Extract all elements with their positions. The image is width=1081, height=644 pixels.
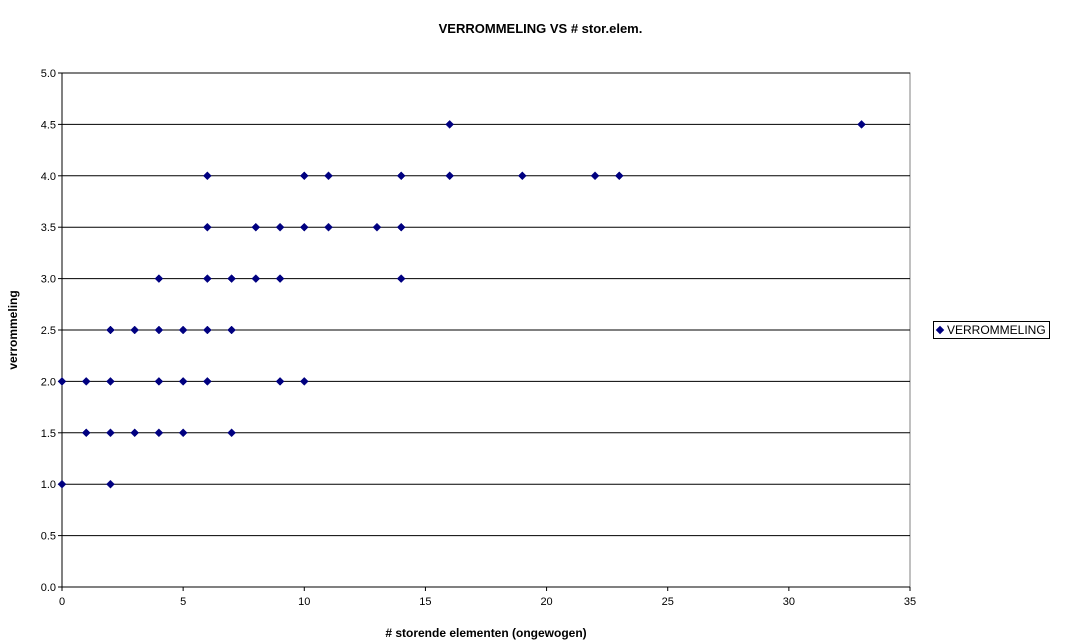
x-tick-label: 25 (662, 596, 674, 608)
data-point (178, 428, 188, 438)
data-point (396, 274, 406, 283)
x-tick-label: 30 (783, 596, 795, 608)
x-tick-label: 15 (419, 596, 431, 608)
axes (58, 72, 911, 591)
data-point (251, 274, 261, 283)
x-tick-label: 5 (180, 596, 186, 608)
data-point (227, 274, 236, 283)
data-point (275, 222, 285, 232)
data-point (299, 171, 309, 181)
y-tick-label: 4.5 (41, 119, 56, 131)
data-point (203, 171, 212, 181)
data-point (154, 274, 164, 283)
y-tick-label: 1.0 (41, 479, 56, 491)
legend: VERROMMELING (933, 321, 1050, 339)
data-point (299, 377, 309, 386)
data-point (324, 171, 333, 181)
data-point (178, 325, 188, 335)
data-point (614, 171, 624, 181)
chart-title: VERROMMELING VS # stor.elem. (438, 21, 643, 36)
data-point (106, 479, 115, 489)
data-point (227, 428, 236, 438)
y-tick-label: 3.5 (41, 222, 56, 234)
legend-marker-icon (935, 325, 945, 335)
data-point (445, 120, 455, 129)
x-tick-label: 35 (904, 596, 916, 608)
data-point (227, 325, 236, 335)
x-tick-label: 0 (59, 596, 65, 608)
data-point (154, 428, 164, 438)
data-point (154, 325, 164, 335)
legend-label: VERROMMELING (947, 323, 1046, 337)
data-point (590, 171, 600, 181)
data-point (372, 222, 382, 232)
y-tick-label: 0.0 (41, 582, 56, 594)
data-point (517, 171, 527, 181)
tick-labels: 0.0 0.5 1.0 1.5 2.0 2.5 3.0 3.5 4.0 4.5 5.0 0 5 10 15 2… (41, 68, 916, 608)
data-point (203, 222, 212, 232)
data-point (106, 377, 115, 386)
data-point (203, 274, 212, 283)
data-point (81, 428, 91, 438)
data-point (324, 222, 333, 232)
data-point (445, 171, 455, 181)
data-point (203, 325, 212, 335)
data-point (178, 377, 188, 386)
data-point (275, 274, 285, 283)
x-axis-title: # storende elementen (ongewogen) (385, 626, 586, 640)
data-point (130, 325, 140, 335)
data-point (57, 377, 67, 386)
y-tick-label: 4.0 (41, 171, 56, 183)
data-point (299, 222, 309, 232)
y-tick-label: 5.0 (41, 68, 56, 80)
data-point (106, 325, 115, 335)
data-point (106, 428, 115, 438)
y-tick-label: 2.5 (41, 325, 56, 337)
data-point (57, 479, 67, 489)
data-points (57, 120, 866, 489)
x-tick-label: 10 (298, 596, 310, 608)
data-point (130, 428, 140, 438)
y-tick-label: 2.0 (41, 376, 56, 388)
data-point (857, 120, 866, 129)
data-point (396, 222, 406, 232)
y-tick-label: 1.5 (41, 428, 56, 440)
data-point (251, 222, 261, 232)
data-point (203, 377, 212, 386)
data-point (396, 171, 406, 181)
data-point (81, 377, 91, 386)
y-axis-title: verrommeling (6, 290, 20, 369)
data-point (154, 377, 164, 386)
x-tick-label: 20 (540, 596, 552, 608)
y-tick-label: 0.5 (41, 531, 56, 543)
y-tick-label: 3.0 (41, 274, 56, 286)
data-point (275, 377, 285, 386)
